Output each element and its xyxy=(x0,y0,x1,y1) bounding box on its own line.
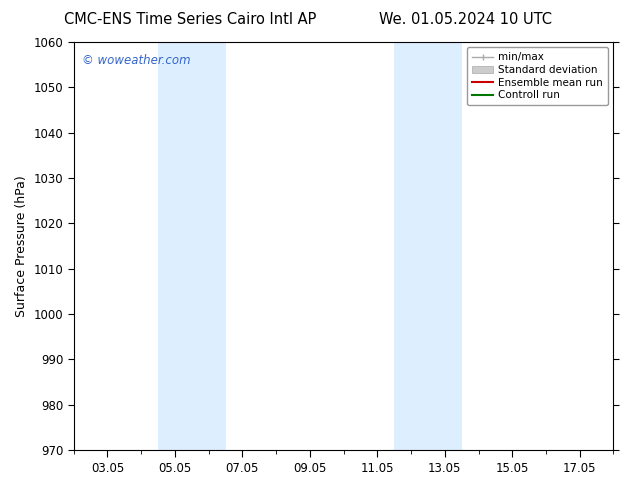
Text: We. 01.05.2024 10 UTC: We. 01.05.2024 10 UTC xyxy=(380,12,552,27)
Legend: min/max, Standard deviation, Ensemble mean run, Controll run: min/max, Standard deviation, Ensemble me… xyxy=(467,47,608,105)
Text: © woweather.com: © woweather.com xyxy=(82,54,190,67)
Text: CMC-ENS Time Series Cairo Intl AP: CMC-ENS Time Series Cairo Intl AP xyxy=(64,12,316,27)
Bar xyxy=(394,42,462,450)
Bar xyxy=(158,42,226,450)
Y-axis label: Surface Pressure (hPa): Surface Pressure (hPa) xyxy=(15,175,28,317)
